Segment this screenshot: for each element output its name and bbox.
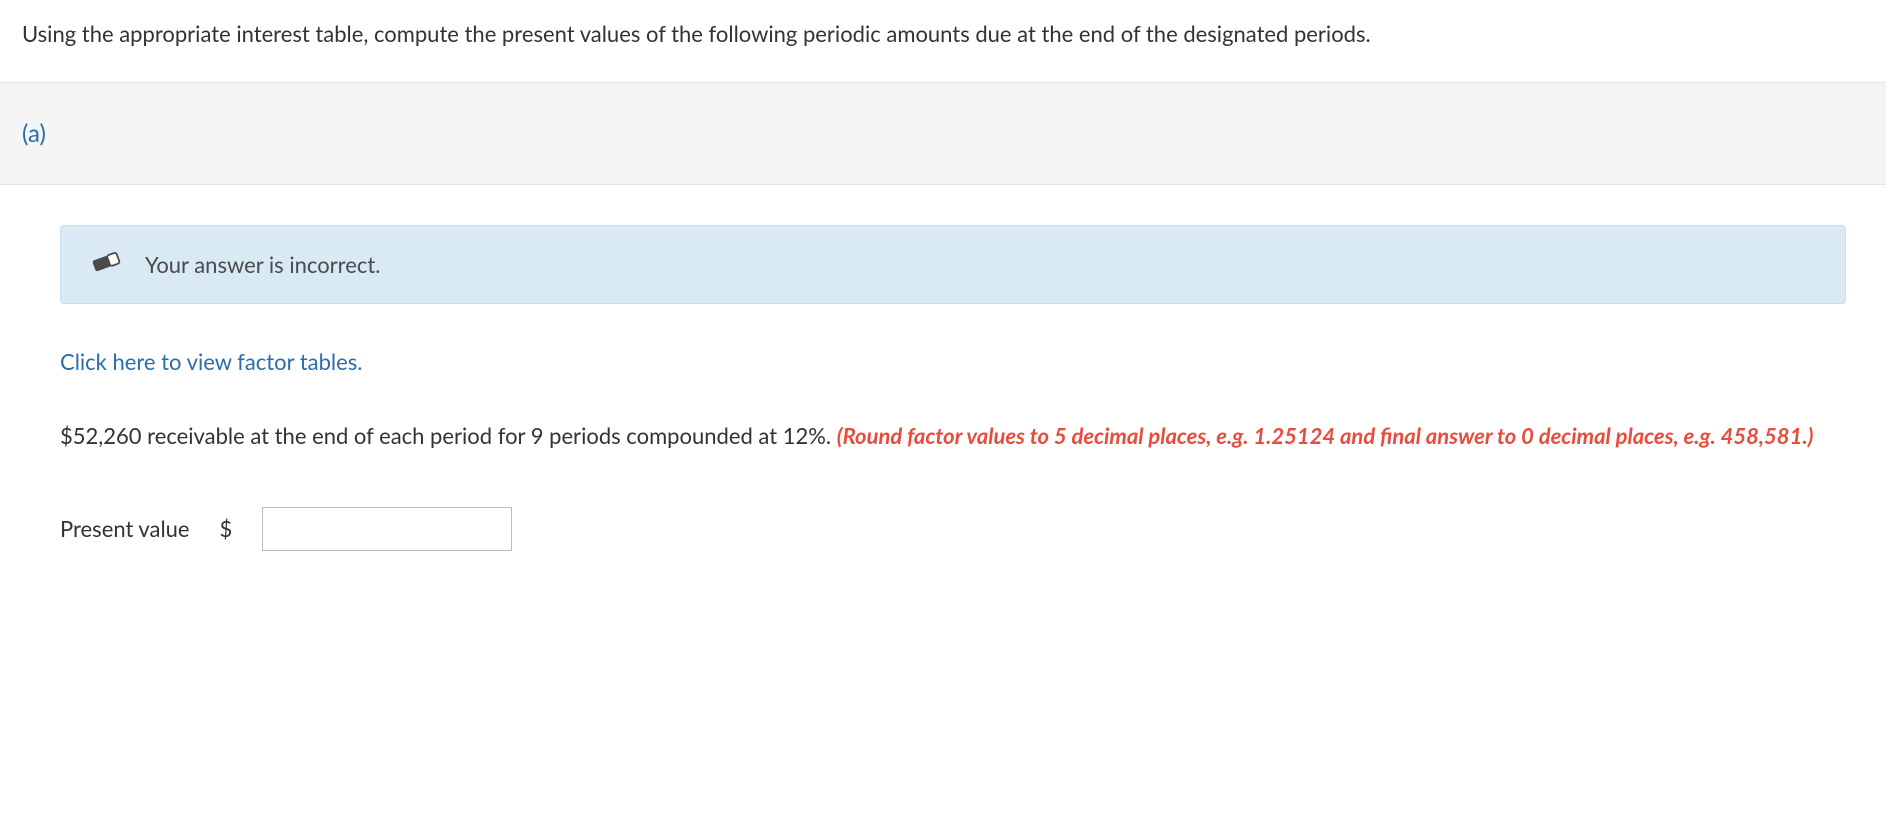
currency-symbol: $ [220,515,233,542]
part-header: (a) [0,82,1886,185]
problem-text: $52,260 receivable at the end of each pe… [60,419,1846,453]
content-area: Your answer is incorrect. Click here to … [0,185,1886,591]
factor-tables-link[interactable]: Click here to view factor tables. [60,348,362,375]
alert-text: Your answer is incorrect. [145,251,380,278]
present-value-input[interactable] [262,507,512,551]
eraser-icon [89,250,123,279]
incorrect-alert: Your answer is incorrect. [60,225,1846,304]
answer-row: Present value $ [60,507,1846,551]
problem-main: $52,260 receivable at the end of each pe… [60,422,837,449]
part-label: (a) [22,119,46,148]
answer-label: Present value [60,515,190,542]
intro-text: Using the appropriate interest table, co… [0,0,1886,82]
rounding-instruction: (Round factor values to 5 decimal places… [837,422,1814,449]
